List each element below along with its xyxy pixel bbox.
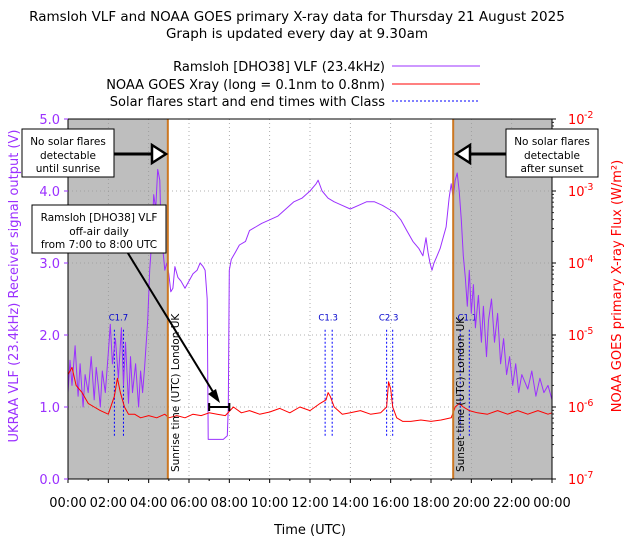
- axes: 00:00 02:00 04:00 06:00 08:00 10:00 12:00 14:00…: [39, 110, 593, 511]
- y-right-tick-label-5: 10: [568, 113, 585, 128]
- y-right-tick-exp-1: -6: [584, 398, 593, 409]
- y-axis-right-label: NOAA GOES primary X-ray Flux (W/m²): [610, 160, 625, 412]
- legend-vlf-label: Ramsloh [DHO38] VLF (23.4kHz): [173, 60, 385, 75]
- x-tick-label-0: 00:00: [49, 496, 86, 511]
- arrow-offair-head: [208, 389, 220, 403]
- x-tick-label-2: 04:00: [130, 496, 167, 511]
- annotation-offair-line1: Ramsloh [DHO38] VLF: [41, 212, 158, 224]
- y-right-tick-label-3: 10: [568, 257, 585, 272]
- x-tick-label-11: 22:00: [493, 496, 530, 511]
- chart-subtitle: Graph is updated every day at 9.30am: [166, 26, 428, 42]
- y-right-tick-exp-3: -4: [584, 254, 593, 265]
- sunset-label: Sunset time (UTC) London UK: [455, 316, 467, 472]
- annotation-sunrise-line3: until sunrise: [36, 163, 101, 175]
- x-tick-label-10: 20:00: [453, 496, 490, 511]
- annotation-sunrise: No solar flares detectable until sunrise: [21, 128, 169, 178]
- y-right-tick-label-0: 10: [568, 473, 585, 488]
- arrow-sunrise-head: [150, 142, 169, 166]
- x-tick-label-3: 06:00: [170, 496, 207, 511]
- chart-title: Ramsloh VLF and NOAA GOES primary X-ray …: [29, 9, 565, 25]
- annotation-offair-box: [31, 204, 167, 254]
- annotation-sunrise-line2: detectable: [40, 150, 96, 162]
- y-left-tick-label-4: 4.0: [39, 185, 60, 200]
- flare-label-3: C1.1: [458, 314, 477, 324]
- x-tick-label-4: 08:00: [211, 496, 248, 511]
- y-left-tick-label-0: 0.0: [39, 473, 60, 488]
- y-right-tick-label-2: 10: [568, 329, 585, 344]
- series-line-1: [67, 366, 553, 422]
- series-lines: [67, 168, 553, 440]
- y-left-tick-label-1: 1.0: [39, 401, 60, 416]
- x-tick-label-1: 02:00: [90, 496, 127, 511]
- y-right-tick-exp-4: -3: [584, 182, 593, 193]
- y-right-tick-exp-2: -5: [584, 326, 593, 337]
- annotation-sunset-box: [505, 128, 599, 178]
- y-right-tick-label-4: 10: [568, 185, 585, 200]
- annotation-offair-line2: off-air daily: [69, 226, 129, 238]
- legend: Ramsloh [DHO38] VLF (23.4kHz) NOAA GOES …: [106, 60, 480, 110]
- x-tick-label-6: 12:00: [291, 496, 328, 511]
- flare-label-2: C2.3: [379, 314, 398, 324]
- legend-xray-label: NOAA GOES Xray (long = 0.1nm to 0.8nm): [106, 78, 385, 93]
- flare-label-1: C1.3: [318, 314, 337, 324]
- annotation-sunset: No solar flares detectable after sunset: [453, 128, 599, 178]
- annotation-sunset-line1: No solar flares: [514, 136, 590, 148]
- x-tick-label-9: 18:00: [412, 496, 449, 511]
- y-left-tick-label-5: 5.0: [39, 113, 60, 128]
- arrow-sunset-head: [453, 142, 472, 166]
- annotation-sunset-line3: after sunset: [520, 163, 583, 175]
- annotation-vlf-offair: Ramsloh [DHO38] VLF off-air daily from 7…: [31, 204, 220, 403]
- arrow-offair-shaft: [125, 249, 219, 401]
- legend-flares-label: Solar flares start and end times with Cl…: [110, 95, 385, 110]
- y-axis-left-label: UKRAA VLF (23.4kHz) Receiver signal outp…: [7, 130, 22, 443]
- series-line-0: [67, 168, 553, 440]
- annotation-offair-line3: from 7:00 to 8:00 UTC: [41, 239, 157, 251]
- x-tick-label-7: 14:00: [332, 496, 369, 511]
- x-tick-label-5: 10:00: [251, 496, 288, 511]
- y-right-tick-exp-0: -7: [584, 470, 593, 481]
- x-tick-label-12: 00:00: [533, 496, 570, 511]
- flare-label-0: C1.7: [109, 314, 128, 324]
- y-right-tick-exp-5: -2: [584, 110, 593, 121]
- sun-lines: Sunrise time (UTC) London UK Sunset time …: [166, 119, 467, 479]
- annotation-sunrise-line1: No solar flares: [30, 136, 106, 148]
- x-tick-label-8: 16:00: [372, 496, 409, 511]
- y-right-tick-label-1: 10: [568, 401, 585, 416]
- y-left-tick-label-3: 3.0: [39, 257, 60, 272]
- annotation-sunset-line2: detectable: [524, 150, 580, 162]
- y-left-tick-label-2: 2.0: [39, 329, 60, 344]
- night-shade-0: [68, 119, 168, 479]
- x-axis-label: Time (UTC): [273, 523, 346, 538]
- sunrise-label: Sunrise time (UTC) London UK: [170, 313, 182, 472]
